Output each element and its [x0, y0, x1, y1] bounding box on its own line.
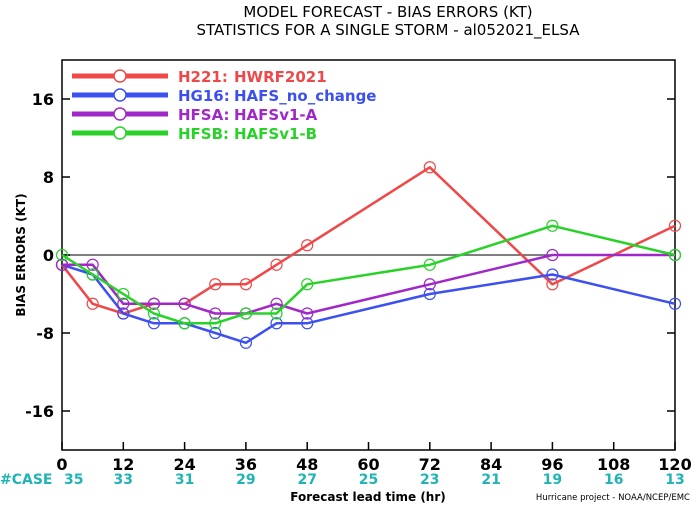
data-point [239, 278, 252, 291]
case-count: 13 [665, 472, 684, 488]
x-axis-label: Forecast lead time (hr) [290, 490, 446, 504]
case-label: #CASE [0, 472, 53, 488]
data-point [209, 278, 222, 291]
data-point [546, 248, 559, 262]
data-point [423, 161, 436, 174]
legend-code: HFSA: [178, 106, 230, 124]
data-point [86, 258, 99, 271]
legend-label: HAFSv1-A [234, 106, 318, 124]
data-point [147, 297, 161, 310]
case-count: 27 [297, 472, 316, 488]
case-count: 23 [420, 472, 439, 488]
data-point [301, 239, 314, 252]
data-point [86, 268, 99, 281]
x-tick-label: 96 [541, 455, 563, 474]
chart-title: MODEL FORECAST - BIAS ERRORS (KT) [243, 3, 532, 21]
case-count: 31 [175, 472, 194, 488]
data-point [270, 297, 283, 310]
x-tick-label: 84 [480, 455, 502, 474]
data-point [86, 297, 99, 310]
data-point [546, 278, 559, 291]
data-point [270, 317, 283, 330]
data-point [668, 297, 682, 310]
legend-marker [113, 107, 127, 121]
legend-marker [113, 126, 127, 140]
legend-marker [113, 69, 127, 83]
data-point [209, 326, 222, 340]
x-tick-label: 36 [235, 455, 257, 474]
data-point [546, 268, 559, 281]
x-tick-label: 0 [56, 455, 67, 474]
legend-marker [113, 88, 127, 102]
data-point [301, 317, 314, 330]
data-point [270, 258, 283, 271]
y-axis-label: BIAS ERRORS (KT) [14, 193, 28, 316]
data-point [423, 287, 436, 301]
data-point [668, 219, 682, 232]
chart-subtitle: STATISTICS FOR A SINGLE STORM - al052021… [197, 21, 581, 40]
case-count: 19 [543, 472, 562, 488]
x-tick-label: 24 [173, 455, 195, 474]
case-count: 33 [114, 472, 133, 488]
data-point [209, 307, 222, 320]
data-point [178, 317, 191, 330]
data-point [423, 278, 436, 291]
data-point [55, 258, 69, 271]
y-tick-label: 8 [43, 168, 54, 187]
x-tick-label: 12 [112, 455, 134, 474]
data-point [301, 307, 314, 320]
data-point [239, 307, 252, 320]
legend-code: H221: [178, 68, 228, 86]
case-count: 16 [604, 472, 623, 488]
legend-code: HFSB: [178, 125, 229, 143]
data-point [147, 307, 161, 320]
data-point [546, 219, 559, 232]
case-count: 25 [359, 472, 378, 488]
credit-note: Hurricane project - NOAA/NCEP/EMC [536, 493, 690, 503]
legend-label: HWRF2021 [234, 68, 327, 86]
data-point [209, 317, 222, 330]
y-tick-label: 0 [43, 246, 54, 265]
data-point [55, 248, 69, 262]
data-point [117, 287, 130, 301]
data-point [270, 307, 283, 320]
x-tick-label: 72 [419, 455, 441, 474]
data-point [239, 336, 252, 349]
x-tick-label: 60 [357, 455, 379, 474]
legend-label: HAFSv1-B [234, 125, 317, 143]
y-tick-label: 16 [32, 90, 54, 109]
x-tick-label: 120 [658, 455, 691, 474]
y-tick-label: -16 [25, 402, 54, 421]
data-point [301, 278, 314, 291]
x-tick-label: 48 [296, 455, 318, 474]
legend-code: HG16: [178, 87, 230, 105]
legend-label: HAFS_no_change [234, 87, 376, 105]
case-count: 35 [64, 472, 83, 488]
data-point [117, 297, 130, 310]
y-tick-label: -8 [36, 324, 54, 343]
data-point [668, 248, 682, 262]
x-tick-label: 108 [597, 455, 630, 474]
case-count: 21 [481, 472, 500, 488]
case-count: 29 [236, 472, 255, 488]
data-point [423, 258, 436, 271]
data-point [117, 307, 130, 320]
data-point [178, 297, 191, 310]
data-point [147, 317, 161, 330]
